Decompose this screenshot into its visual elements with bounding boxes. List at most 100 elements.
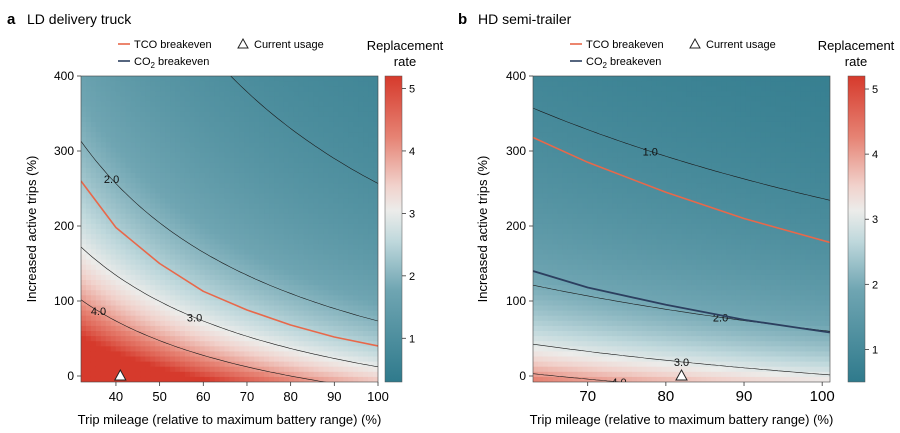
heatmap-cell <box>244 218 250 225</box>
heatmap-cell <box>552 218 559 225</box>
heatmap-cell <box>622 162 628 169</box>
heatmap-cell <box>239 183 245 189</box>
heatmap-cell <box>333 81 339 87</box>
heatmap-cell <box>373 371 378 378</box>
heatmap-cell <box>552 127 559 133</box>
heatmap-cell <box>597 203 603 210</box>
heatmap-cell <box>542 356 549 363</box>
heatmap-cell <box>274 203 280 210</box>
heatmap-cell <box>194 86 201 92</box>
heatmap-cell <box>283 269 290 276</box>
heatmap-cell <box>95 249 102 256</box>
heatmap-cell <box>115 172 122 179</box>
heatmap-cell <box>274 183 280 189</box>
heatmap-cell <box>533 203 539 210</box>
contour-label: 2.0 <box>104 174 119 186</box>
heatmap-cell <box>229 91 236 97</box>
heatmap-cell <box>224 274 231 281</box>
heatmap-cell <box>90 193 97 199</box>
panel-letter: a <box>7 11 16 28</box>
heatmap-cell <box>537 280 544 286</box>
heatmap-cell <box>587 137 593 143</box>
heatmap-cell <box>219 269 226 276</box>
heatmap-cell <box>125 162 132 169</box>
heatmap-cell <box>552 198 559 205</box>
heatmap-cell <box>234 295 240 301</box>
heatmap-cell <box>110 76 117 82</box>
heatmap-cell <box>254 101 260 108</box>
heatmap-cell <box>204 346 211 352</box>
heatmap-cell <box>115 315 122 322</box>
heatmap-cell <box>577 295 584 301</box>
heatmap-cell <box>363 305 369 312</box>
heatmap-cell <box>533 127 539 133</box>
heatmap-cell <box>279 203 285 210</box>
heatmap-cell <box>353 76 359 82</box>
heatmap-cell <box>567 285 574 291</box>
heatmap-cell <box>160 106 166 113</box>
heatmap-cell <box>333 310 339 317</box>
heatmap-cell <box>338 172 344 179</box>
heatmap-cell <box>567 111 574 118</box>
heatmap-cell <box>160 167 166 174</box>
heatmap-cell <box>323 229 330 235</box>
heatmap-cell <box>259 310 265 317</box>
heatmap-cell <box>224 116 231 123</box>
heatmap-cell <box>204 300 211 307</box>
heatmap-cell <box>244 81 250 87</box>
heatmap-cell <box>572 229 579 235</box>
heatmap-cell <box>105 183 112 189</box>
heatmap-cell <box>125 376 132 382</box>
heatmap-cell <box>582 239 589 245</box>
heatmap-cell <box>130 315 137 322</box>
heatmap-cell <box>259 341 265 347</box>
heatmap-cell <box>622 305 628 312</box>
heatmap-cell <box>562 376 569 382</box>
heatmap-cell <box>214 178 221 184</box>
heatmap-cell <box>125 106 132 113</box>
heatmap-cell <box>617 147 623 154</box>
heatmap-cell <box>353 269 359 276</box>
heatmap-cell <box>209 331 216 337</box>
heatmap-cell <box>592 127 598 133</box>
heatmap-cell <box>244 223 250 230</box>
heatmap-cell <box>547 203 554 210</box>
heatmap-cell <box>617 167 623 174</box>
heatmap-cell <box>224 249 231 256</box>
heatmap-cell <box>283 280 290 286</box>
heatmap-cell <box>224 315 231 322</box>
heatmap-cell <box>323 280 330 286</box>
heatmap-cell <box>274 331 280 337</box>
heatmap-cell <box>542 274 549 281</box>
heatmap-cell <box>125 249 132 256</box>
heatmap-cell <box>358 132 364 138</box>
heatmap-cell <box>269 351 275 358</box>
heatmap-cell <box>189 183 196 189</box>
heatmap-cell <box>298 162 305 169</box>
heatmap-cell <box>562 203 569 210</box>
heatmap-cell <box>313 239 320 245</box>
heatmap-cell <box>373 366 378 373</box>
heatmap-cell <box>165 152 171 159</box>
y-tick-label: 100 <box>54 294 74 308</box>
heatmap-cell <box>269 341 275 347</box>
heatmap-cell <box>552 111 559 118</box>
heatmap-cell <box>204 91 211 97</box>
heatmap-cell <box>244 198 250 205</box>
heatmap-cell <box>328 86 335 92</box>
heatmap-cell <box>279 101 285 108</box>
heatmap-cell <box>204 229 211 235</box>
heatmap-cell <box>269 147 275 154</box>
heatmap-cell <box>338 198 344 205</box>
heatmap-cell <box>572 325 579 332</box>
heatmap-cell <box>145 81 151 87</box>
heatmap-cell <box>180 280 186 286</box>
heatmap-cell <box>348 101 354 108</box>
heatmap-cell <box>542 239 549 245</box>
heatmap-cell <box>562 290 569 296</box>
heatmap-cell <box>373 264 378 271</box>
heatmap-cell <box>95 285 102 291</box>
heatmap-cell <box>582 218 589 225</box>
heatmap-cell <box>229 305 236 312</box>
heatmap-cell <box>368 371 374 378</box>
